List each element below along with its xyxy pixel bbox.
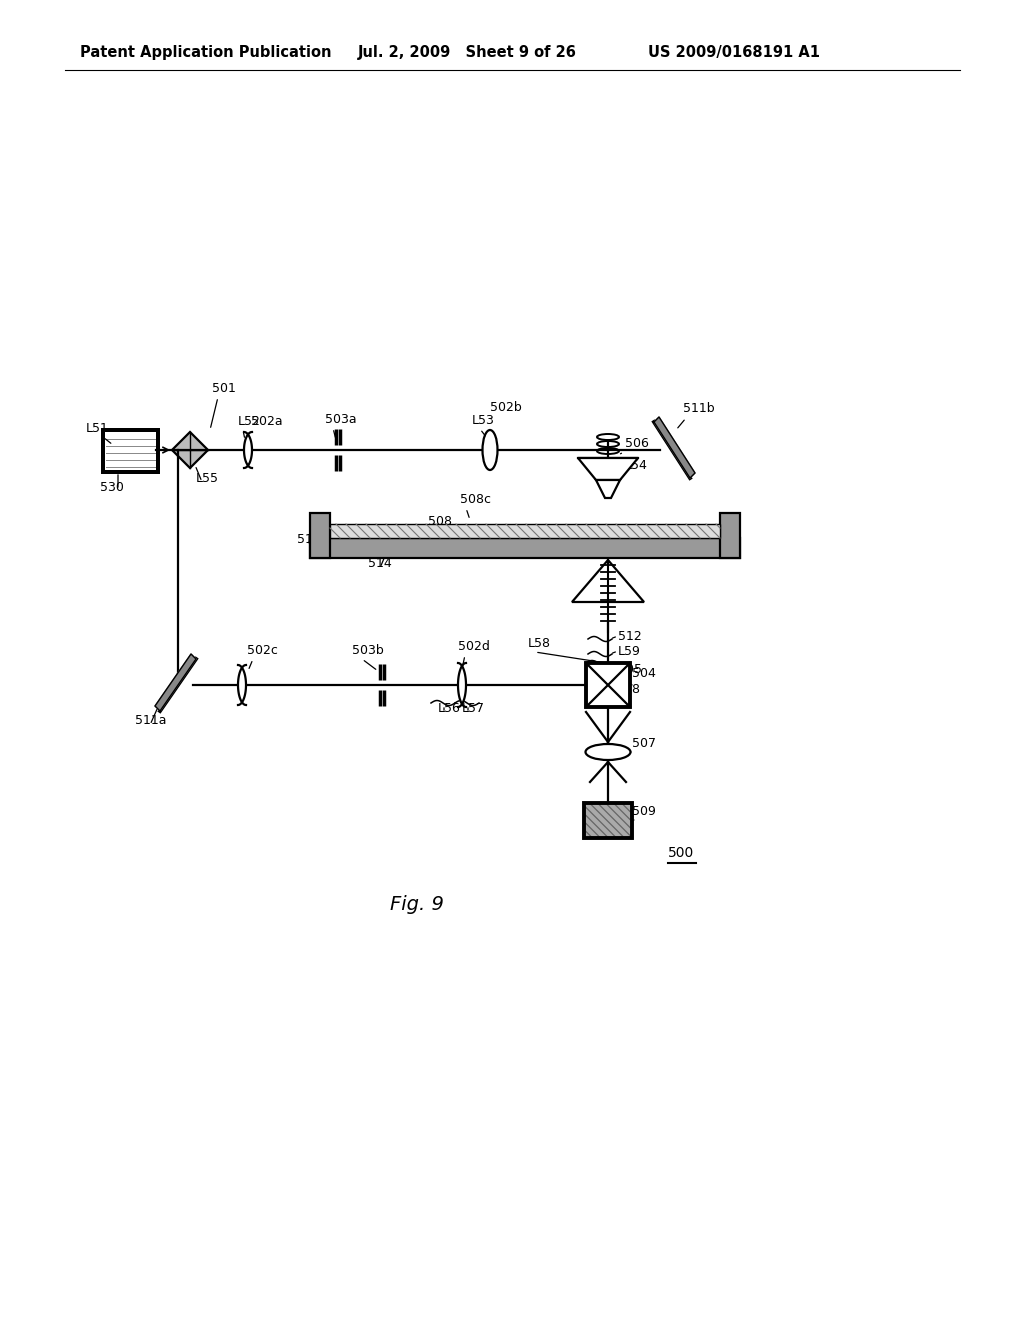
Text: Fig. 9: Fig. 9: [390, 895, 443, 915]
Text: 508c: 508c: [460, 492, 490, 506]
Text: 530: 530: [100, 480, 124, 494]
Text: L54: L54: [625, 459, 648, 473]
Polygon shape: [244, 432, 252, 469]
Text: 502a: 502a: [251, 414, 283, 428]
Polygon shape: [310, 513, 330, 558]
Text: 502d: 502d: [458, 640, 489, 653]
Text: 511a: 511a: [135, 714, 167, 727]
Ellipse shape: [586, 744, 631, 760]
Text: 513: 513: [297, 533, 321, 546]
Polygon shape: [310, 539, 740, 558]
Text: 504: 504: [632, 667, 656, 680]
Text: L53: L53: [472, 414, 495, 426]
Ellipse shape: [482, 430, 498, 470]
Polygon shape: [458, 663, 466, 708]
Text: L56: L56: [438, 702, 461, 715]
Text: 509: 509: [632, 805, 656, 818]
Polygon shape: [720, 513, 740, 558]
Polygon shape: [596, 480, 620, 498]
Text: Patent Application Publication: Patent Application Publication: [80, 45, 332, 59]
Text: 502c: 502c: [247, 644, 278, 657]
Text: 512: 512: [618, 630, 642, 643]
Polygon shape: [155, 653, 196, 711]
Text: L52: L52: [238, 414, 261, 428]
Text: 503b: 503b: [352, 644, 384, 657]
Text: 508: 508: [428, 515, 452, 528]
Text: 514: 514: [368, 557, 392, 570]
Text: 511b: 511b: [683, 403, 715, 414]
Text: Jul. 2, 2009   Sheet 9 of 26: Jul. 2, 2009 Sheet 9 of 26: [358, 45, 577, 59]
Polygon shape: [330, 524, 720, 539]
Text: L51: L51: [86, 422, 109, 436]
Bar: [103, 430, 158, 473]
Polygon shape: [584, 803, 632, 837]
Text: 500: 500: [668, 846, 694, 861]
Text: L58: L58: [618, 682, 641, 696]
Polygon shape: [238, 665, 246, 705]
Polygon shape: [172, 432, 208, 469]
Polygon shape: [586, 663, 630, 708]
Polygon shape: [578, 458, 638, 480]
Bar: [584, 803, 632, 837]
Text: 505: 505: [618, 663, 642, 676]
Text: L59: L59: [618, 645, 641, 657]
Text: L58: L58: [528, 638, 551, 649]
Polygon shape: [572, 560, 644, 602]
Polygon shape: [654, 417, 695, 478]
Text: US 2009/0168191 A1: US 2009/0168191 A1: [648, 45, 820, 59]
Text: 506: 506: [625, 437, 649, 450]
Text: L55: L55: [196, 473, 219, 484]
Bar: [103, 430, 158, 473]
Text: 502b: 502b: [490, 401, 522, 414]
Text: 503a: 503a: [325, 413, 356, 426]
Text: L57: L57: [462, 702, 485, 715]
Text: 501: 501: [212, 381, 236, 395]
Text: 507: 507: [632, 737, 656, 750]
